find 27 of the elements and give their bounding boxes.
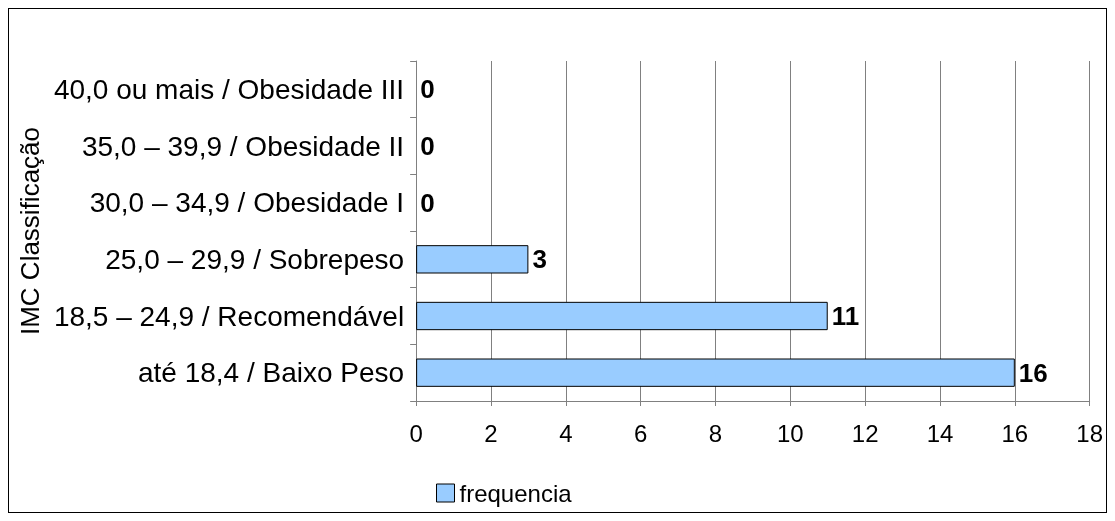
data-label: 11 xyxy=(831,301,860,331)
bar xyxy=(416,301,828,331)
x-tick-label: 6 xyxy=(633,419,648,447)
x-tick-label: 8 xyxy=(708,419,723,447)
x-tick-label: 2 xyxy=(484,419,498,447)
x-tick-label: 18 xyxy=(1076,419,1103,447)
y-tick-label: 35,0 – 39,9 / Obesidade II xyxy=(81,130,405,162)
x-tick-label: 4 xyxy=(559,419,573,447)
bar xyxy=(416,358,1015,387)
y-tick-label: até 18,4 / Baixo Peso xyxy=(137,357,405,389)
bar xyxy=(416,245,529,274)
data-label: 0 xyxy=(420,187,435,218)
y-tick-label: 30,0 – 34,9 / Obesidade I xyxy=(89,187,405,219)
x-tick-label: 12 xyxy=(851,419,879,447)
x-tick-label: 0 xyxy=(409,419,423,447)
data-label: 0 xyxy=(420,131,435,161)
y-tick-label: 18,5 – 24,9 / Recomendável xyxy=(53,300,405,332)
data-label: 0 xyxy=(420,74,435,105)
y-tick-label: 40,0 ou mais / Obesidade III xyxy=(53,73,405,105)
data-label: 16 xyxy=(1018,357,1048,388)
legend-label: frequencia xyxy=(459,479,573,507)
x-tick-label: 14 xyxy=(926,419,954,447)
data-label: 3 xyxy=(532,244,547,275)
x-tick-label: 16 xyxy=(1001,419,1029,447)
y-tick-label: 25,0 – 29,9 / Sobrepeso xyxy=(105,243,405,275)
x-tick-label: 10 xyxy=(776,419,804,447)
y-axis-title: IMC Classificação xyxy=(15,126,45,336)
